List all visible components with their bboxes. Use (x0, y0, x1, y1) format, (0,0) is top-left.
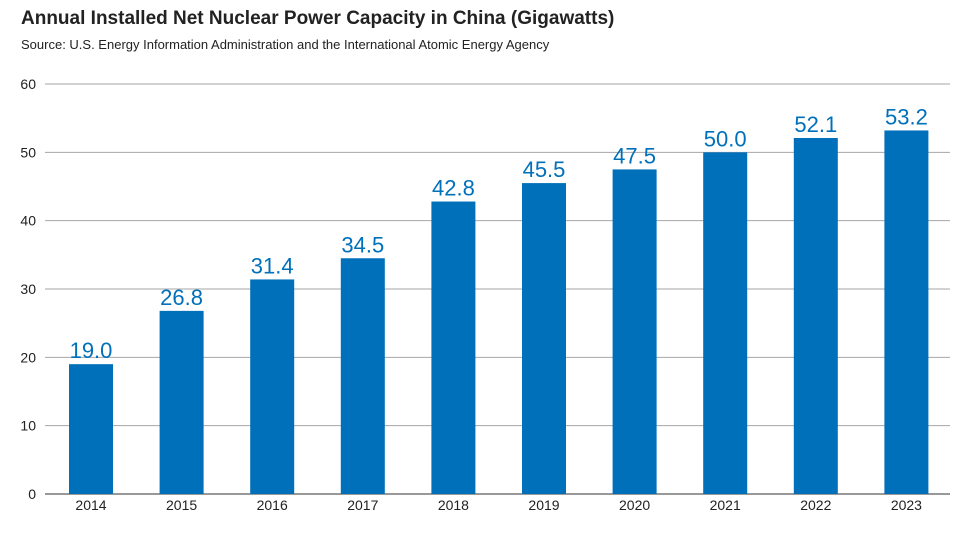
data-label: 19.0 (70, 338, 113, 363)
data-label: 47.5 (613, 143, 656, 168)
data-label: 34.5 (341, 232, 384, 257)
bar (340, 258, 385, 494)
x-tick-label: 2023 (891, 497, 922, 513)
x-tick-label: 2017 (347, 497, 378, 513)
chart-subtitle: Source: U.S. Energy Information Administ… (21, 37, 550, 52)
data-label: 52.1 (794, 112, 837, 137)
x-tick-label: 2019 (528, 497, 559, 513)
data-label: 53.2 (885, 104, 928, 129)
chart-title: Annual Installed Net Nuclear Power Capac… (21, 8, 615, 29)
y-tick-label: 40 (20, 213, 36, 229)
y-tick-label: 0 (28, 486, 36, 502)
bar (159, 310, 204, 494)
x-tick-label: 2015 (166, 497, 197, 513)
y-tick-label: 60 (20, 76, 36, 92)
bar (69, 364, 113, 494)
bar (250, 279, 295, 494)
x-tick-label: 2014 (75, 497, 106, 513)
x-tick-label: 2018 (438, 497, 469, 513)
data-label: 45.5 (523, 157, 566, 182)
bar (522, 183, 566, 495)
y-tick-label: 50 (20, 144, 36, 160)
x-tick-label: 2021 (710, 497, 741, 513)
data-label: 50.0 (704, 126, 747, 151)
bar (431, 201, 476, 495)
y-tick-label: 10 (20, 418, 36, 434)
y-tick-label: 20 (20, 349, 36, 365)
data-label: 26.8 (160, 285, 203, 310)
x-tick-label: 2016 (257, 497, 288, 513)
data-label: 31.4 (251, 253, 294, 278)
bar (703, 152, 748, 495)
y-tick-label: 30 (20, 281, 36, 297)
bar (612, 169, 657, 494)
data-label: 42.8 (432, 176, 475, 201)
x-tick-label: 2020 (619, 497, 650, 513)
bar (884, 130, 929, 494)
bar (793, 137, 838, 494)
x-tick-label: 2022 (800, 497, 831, 513)
